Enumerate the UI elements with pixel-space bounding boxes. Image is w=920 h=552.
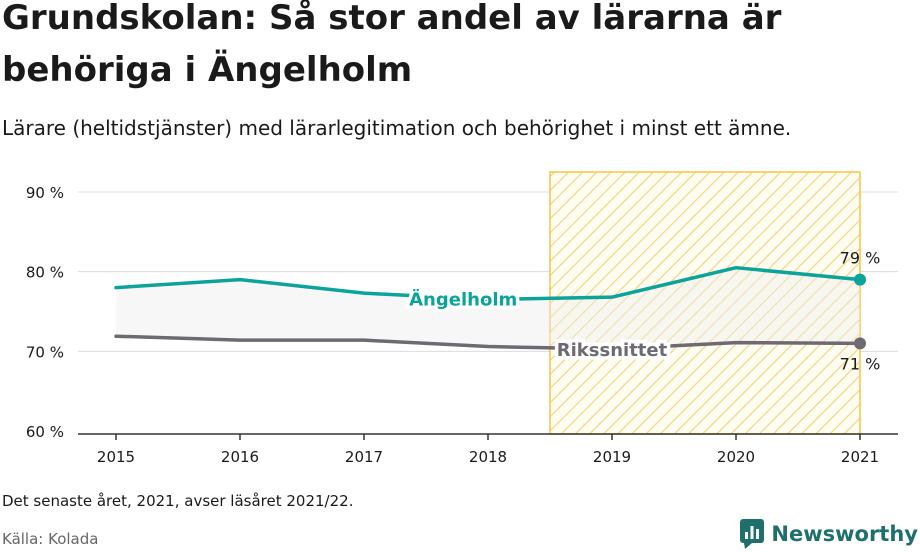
x-tick-label: 2019 xyxy=(593,448,631,466)
end-point-angelholm xyxy=(854,273,866,286)
brand-name: Newsworthy xyxy=(771,522,918,546)
y-tick-label: 70 % xyxy=(26,343,64,361)
x-tick-label: 2016 xyxy=(221,448,259,466)
y-tick-label: 90 % xyxy=(26,184,64,202)
highlight-period xyxy=(549,171,861,435)
series-label-angelholm: Ängelholm xyxy=(409,288,517,310)
line-chart: 60 % 70 % 80 % 90 % 2015 2016 2017 2018 2019 202… xyxy=(26,171,898,466)
x-tick-label: 2021 xyxy=(841,448,879,466)
end-value-label-rikssnittet: 71 % xyxy=(840,354,881,373)
bar-chart-icon xyxy=(740,519,765,549)
y-tick-label: 80 % xyxy=(26,264,64,282)
x-tick-label: 2015 xyxy=(97,448,135,466)
series-line-rikssnittet xyxy=(114,334,862,351)
footnote: Det senaste året, 2021, avser läsåret 20… xyxy=(2,492,354,510)
end-point-rikssnittet xyxy=(854,337,866,350)
x-tick-label: 2017 xyxy=(345,448,383,466)
x-tick-label: 2018 xyxy=(469,448,507,466)
y-tick-label: 60 % xyxy=(26,423,64,441)
series-line-angelholm xyxy=(114,265,862,302)
chart-title: Grundskolan: Så stor andel av lärarna är… xyxy=(2,0,782,90)
x-tick-label: 2020 xyxy=(717,448,755,466)
source-label: Källa: Kolada xyxy=(2,530,99,548)
brand-logo: Newsworthy xyxy=(739,516,918,552)
chart-subtitle: Lärare (heltidstjänster) med lärarlegiti… xyxy=(2,116,792,140)
series-label-rikssnittet: Rikssnittet xyxy=(557,340,668,361)
end-value-label-angelholm: 79 % xyxy=(840,249,881,268)
